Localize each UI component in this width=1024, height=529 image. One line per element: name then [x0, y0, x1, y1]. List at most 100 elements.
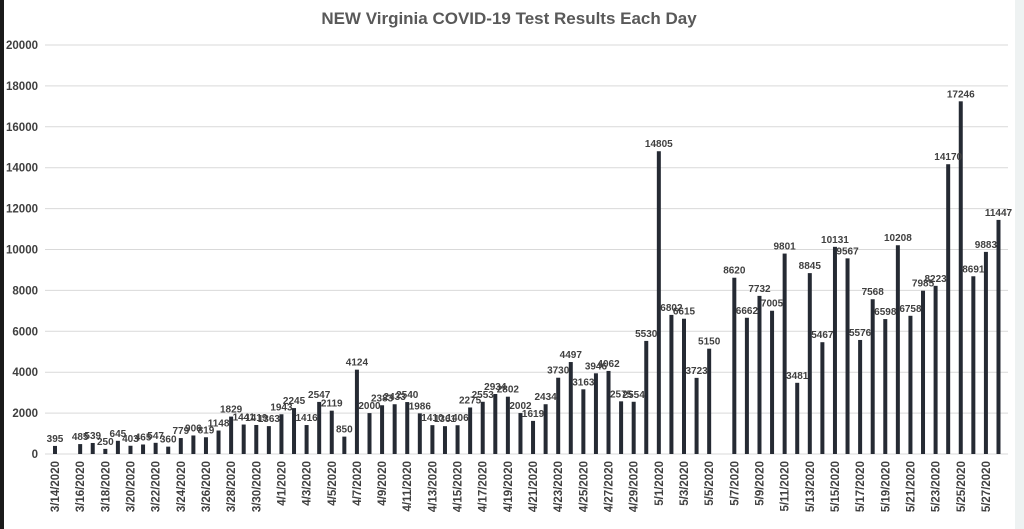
x-tick-label: 3/20/2020 [125, 461, 137, 512]
bar [229, 416, 234, 454]
bar [430, 425, 435, 454]
bar [971, 276, 976, 454]
data-label: 2275 [459, 395, 482, 406]
x-tick-label: 5/11/2020 [780, 461, 792, 512]
data-label: 8620 [723, 266, 746, 277]
bar [883, 319, 888, 454]
data-label: 8223 [924, 274, 947, 285]
data-label: 8845 [799, 261, 822, 272]
x-tick-label: 4/15/2020 [453, 461, 465, 512]
x-tick-label: 5/17/2020 [855, 461, 867, 512]
x-tick-label: 5/25/2020 [956, 461, 968, 512]
bar [53, 445, 57, 454]
bar [442, 426, 447, 454]
bar [266, 426, 271, 454]
bar [279, 414, 284, 454]
data-label: 6615 [673, 307, 696, 318]
x-axis-ticks: 3/14/2020 3/16/2020 3/18/2020 3/20/2020 3/22… [50, 461, 993, 512]
data-label: 485 [72, 432, 89, 443]
y-tick-label: 4000 [12, 367, 38, 379]
data-label: 9567 [836, 246, 859, 257]
data-label: 3163 [572, 377, 595, 388]
data-label: 6802 [660, 303, 683, 314]
data-label: 2433 [384, 392, 407, 403]
bar [744, 317, 749, 454]
bar [166, 446, 171, 454]
x-tick-label: 3/16/2020 [75, 461, 87, 512]
data-label: 9801 [774, 242, 797, 253]
bar [908, 315, 913, 454]
bar [115, 440, 120, 454]
bar [203, 437, 208, 454]
bar [933, 285, 938, 454]
data-label: 2802 [497, 385, 520, 396]
bar [619, 401, 624, 454]
data-label: 2434 [534, 392, 557, 403]
data-label: 2554 [623, 390, 646, 401]
data-label: 1406 [446, 413, 469, 424]
data-label: 17246 [947, 89, 975, 100]
bar [531, 420, 536, 454]
data-label: 1619 [522, 409, 545, 420]
data-label: 5467 [811, 330, 834, 341]
bar [593, 373, 598, 454]
data-label: 4497 [560, 350, 583, 361]
bar [556, 377, 561, 454]
data-label: 3481 [786, 371, 809, 382]
bar [380, 405, 385, 454]
bar [304, 425, 309, 454]
bar [946, 164, 951, 454]
bar [996, 219, 1001, 454]
data-label: 6598 [874, 307, 897, 318]
bar [807, 273, 812, 454]
data-label: 819 [198, 425, 215, 436]
x-tick-label: 4/23/2020 [553, 461, 565, 512]
data-label: 2119 [321, 399, 343, 410]
data-label: 14805 [645, 139, 673, 150]
right-edge [1015, 0, 1024, 529]
bar [254, 424, 259, 454]
x-tick-label: 4/27/2020 [604, 461, 616, 512]
bar [329, 410, 334, 454]
x-tick-label: 4/3/2020 [302, 461, 314, 506]
y-tick-label: 10000 [6, 245, 38, 257]
bar [241, 424, 246, 454]
data-label: 6662 [736, 306, 759, 317]
data-label: 6758 [899, 304, 922, 315]
data-label: 5576 [849, 328, 872, 339]
y-tick-label: 8000 [12, 285, 38, 297]
data-label: 645 [110, 429, 127, 440]
x-tick-label: 4/19/2020 [503, 461, 515, 512]
bar [455, 425, 460, 454]
bar [153, 442, 158, 454]
data-label: 779 [172, 426, 189, 437]
x-tick-label: 5/15/2020 [830, 461, 842, 512]
data-label: 3723 [685, 366, 708, 377]
data-label: 1943 [270, 402, 293, 413]
data-label: 2000 [358, 401, 381, 412]
data-label: 1410 [421, 413, 444, 424]
bar [770, 310, 775, 454]
bar [921, 290, 926, 454]
bar [367, 413, 372, 454]
x-tick-label: 5/3/2020 [679, 461, 691, 506]
bar [870, 299, 875, 454]
data-label: 1363 [258, 414, 281, 425]
x-tick-label: 4/5/2020 [327, 461, 339, 506]
data-label: 5150 [698, 337, 721, 348]
y-tick-label: 2000 [12, 408, 38, 420]
bar [845, 258, 850, 454]
bar [480, 401, 485, 454]
data-label: 11447 [985, 208, 1013, 219]
bar [292, 408, 297, 454]
data-label: 2383 [371, 393, 394, 404]
bar [417, 413, 422, 454]
data-label: 3730 [547, 366, 570, 377]
data-label: 7985 [912, 279, 935, 290]
data-label: 1829 [220, 405, 243, 416]
bar [518, 413, 523, 454]
data-label: 2547 [308, 390, 331, 401]
data-label: 2553 [472, 390, 495, 401]
left-edge [0, 0, 4, 529]
data-label: 2934 [484, 382, 507, 393]
